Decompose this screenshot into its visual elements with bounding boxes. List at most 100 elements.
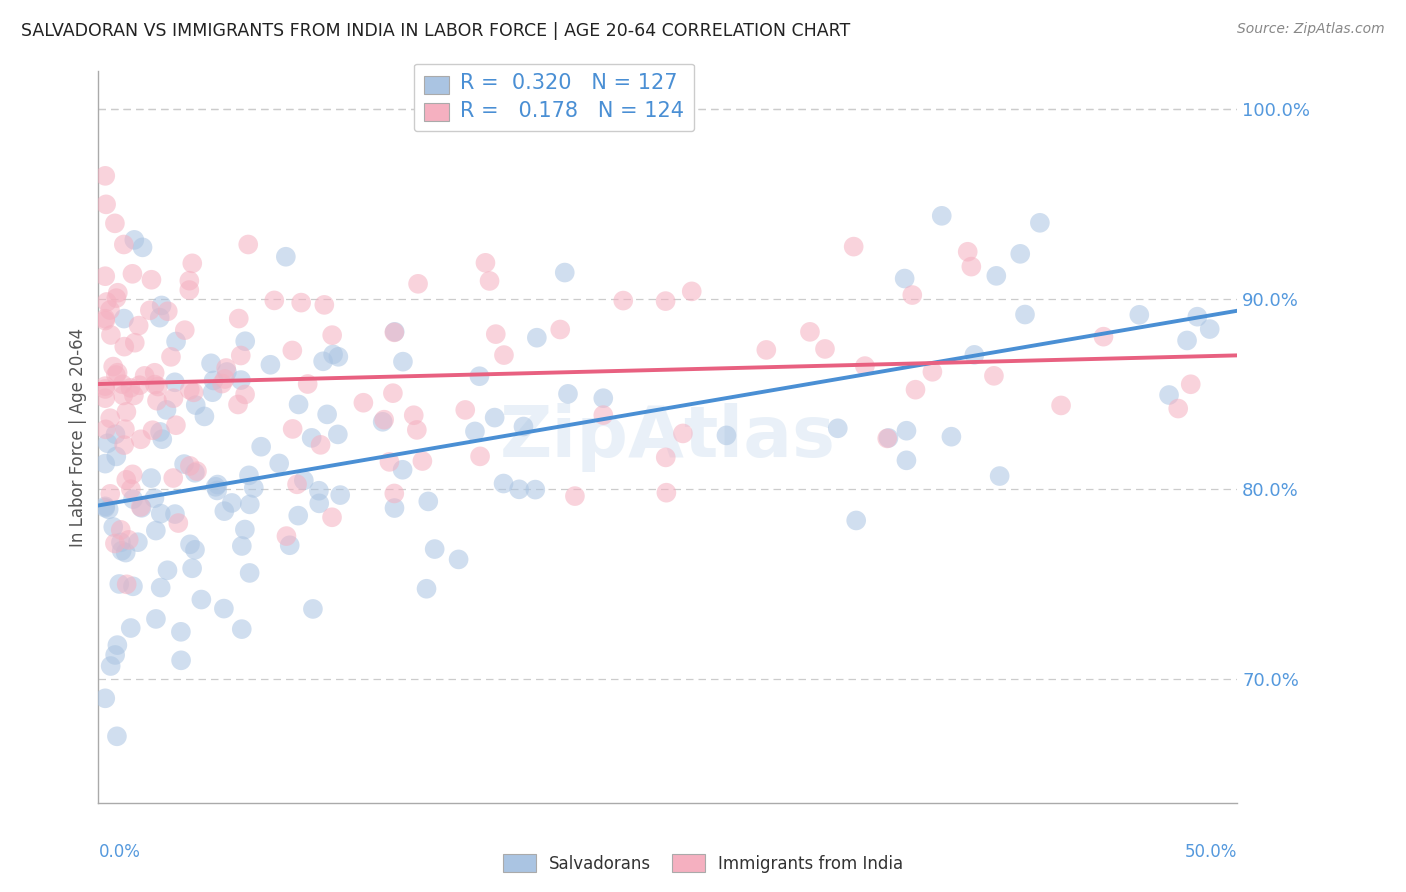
Point [309, 438, 332, 452]
Point [263, 293, 285, 308]
Point [239, 497, 262, 511]
Point [447, 552, 470, 566]
Point [1092, 329, 1115, 343]
Point [896, 453, 918, 467]
Point [321, 328, 343, 343]
Point [755, 343, 778, 357]
Point [231, 539, 253, 553]
Point [184, 542, 207, 557]
Point [287, 397, 309, 411]
Point [215, 361, 238, 376]
Text: SALVADORAN VS IMMIGRANTS FROM INDIA IN LABOR FORCE | AGE 20-64 CORRELATION CHART: SALVADORAN VS IMMIGRANTS FROM INDIA IN L… [21, 22, 851, 40]
Point [239, 566, 262, 580]
Point [893, 271, 915, 285]
Point [163, 507, 186, 521]
Point [112, 340, 135, 354]
Point [312, 354, 335, 368]
Point [94, 269, 117, 284]
Point [392, 354, 415, 368]
Point [415, 582, 437, 596]
Point [221, 496, 243, 510]
Point [250, 440, 273, 454]
Point [139, 303, 162, 318]
Point [322, 347, 344, 361]
Point [316, 408, 339, 422]
Point [143, 491, 166, 506]
Point [94, 311, 117, 326]
Point [205, 483, 228, 498]
Point [292, 474, 315, 488]
Point [314, 298, 336, 312]
Point [508, 483, 530, 497]
Point [112, 438, 135, 452]
Point [329, 488, 352, 502]
Point [149, 581, 172, 595]
Point [215, 365, 238, 379]
Point [200, 356, 222, 370]
Point [181, 561, 204, 575]
Point [1029, 216, 1052, 230]
Point [162, 391, 184, 405]
Point [104, 536, 127, 550]
Point [238, 468, 260, 483]
Point [512, 419, 534, 434]
Point [526, 331, 548, 345]
Point [121, 267, 143, 281]
Point [564, 489, 586, 503]
Point [115, 405, 138, 419]
Point [112, 237, 135, 252]
Point [98, 411, 121, 425]
Point [118, 533, 141, 547]
Point [111, 377, 134, 392]
Point [94, 500, 117, 514]
Point [111, 543, 134, 558]
Text: Source: ZipAtlas.com: Source: ZipAtlas.com [1237, 22, 1385, 37]
Point [285, 477, 308, 491]
Point [131, 500, 153, 515]
Point [100, 659, 122, 673]
Point [301, 431, 323, 445]
Point [308, 483, 330, 498]
Y-axis label: In Labor Force | Age 20-64: In Labor Force | Age 20-64 [69, 327, 87, 547]
Point [592, 408, 614, 422]
Point [328, 350, 350, 364]
Point [214, 372, 236, 386]
Point [103, 520, 125, 534]
Point [941, 430, 963, 444]
Point [165, 418, 187, 433]
Point [381, 386, 404, 401]
Point [384, 325, 406, 339]
Point [141, 471, 163, 485]
Point [876, 431, 898, 445]
Point [478, 274, 501, 288]
Point [105, 638, 128, 652]
Point [492, 348, 515, 362]
Point [411, 454, 433, 468]
Point [183, 385, 205, 400]
Point [716, 428, 738, 442]
Point [278, 538, 301, 552]
Point [110, 523, 132, 537]
Point [141, 273, 163, 287]
Point [146, 379, 169, 393]
Point [149, 310, 172, 325]
Point [179, 274, 201, 288]
Point [474, 256, 496, 270]
Point [143, 366, 166, 380]
Point [672, 426, 695, 441]
Point [1180, 377, 1202, 392]
Point [101, 359, 124, 374]
Point [112, 388, 135, 402]
Point [592, 391, 614, 405]
Point [988, 469, 1011, 483]
Point [190, 592, 212, 607]
Point [290, 295, 312, 310]
Point [112, 311, 135, 326]
Point [371, 415, 394, 429]
Point [1128, 308, 1150, 322]
Point [104, 216, 127, 230]
Point [384, 501, 406, 516]
Point [129, 432, 152, 446]
Point [814, 342, 837, 356]
Point [98, 303, 121, 318]
